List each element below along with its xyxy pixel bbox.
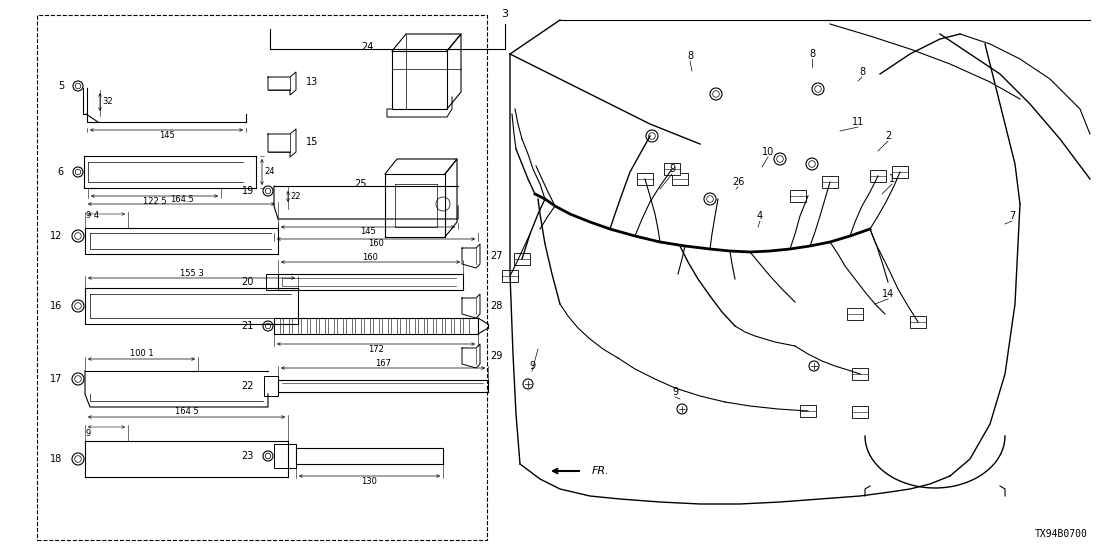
Bar (373, 318, 379, 334)
Text: 8: 8 (859, 67, 865, 77)
Bar (37, 15, 488, 540)
Bar (310, 318, 316, 334)
Text: 130: 130 (361, 476, 378, 485)
Bar (437, 318, 442, 334)
Text: TX94B0700: TX94B0700 (1035, 529, 1088, 539)
Bar (514, 253, 530, 265)
Bar (427, 318, 433, 334)
Bar (264, 376, 278, 396)
Text: 22: 22 (242, 381, 254, 391)
Bar (454, 318, 460, 334)
Bar (365, 318, 370, 334)
Bar (637, 173, 653, 185)
Bar (847, 308, 863, 320)
Bar (319, 318, 325, 334)
Text: 160: 160 (368, 239, 384, 249)
Text: 160: 160 (362, 253, 379, 261)
Bar (283, 318, 289, 334)
Bar (852, 368, 868, 380)
Bar (910, 316, 926, 328)
Text: 7: 7 (1009, 211, 1015, 221)
Bar (266, 274, 278, 290)
Text: 6: 6 (58, 167, 64, 177)
Text: 13: 13 (306, 77, 318, 87)
Text: 26: 26 (731, 177, 745, 187)
Text: 28: 28 (490, 301, 502, 311)
Text: 22: 22 (290, 192, 301, 201)
Bar (337, 318, 343, 334)
Text: 1: 1 (889, 174, 895, 184)
Text: 27: 27 (490, 251, 503, 261)
Bar (400, 318, 406, 334)
Bar (382, 318, 388, 334)
Bar (870, 170, 886, 182)
Text: 164 5: 164 5 (175, 408, 198, 417)
Text: 8: 8 (687, 51, 694, 61)
Bar (664, 163, 680, 175)
Bar (671, 173, 688, 185)
Text: 15: 15 (306, 137, 318, 147)
Bar (293, 318, 298, 334)
Text: 9: 9 (671, 387, 678, 397)
Text: 25: 25 (355, 179, 367, 189)
Text: 3: 3 (502, 9, 509, 19)
Text: 122 5: 122 5 (143, 197, 166, 206)
Text: 5: 5 (58, 81, 64, 91)
Bar (790, 190, 806, 202)
Bar (355, 318, 361, 334)
Text: 24: 24 (361, 42, 375, 52)
Text: 21: 21 (242, 321, 254, 331)
Bar (822, 176, 838, 188)
Bar (445, 318, 451, 334)
Text: 29: 29 (490, 351, 502, 361)
Text: FR.: FR. (592, 466, 609, 476)
Text: 8: 8 (809, 49, 815, 59)
Text: 172: 172 (368, 345, 384, 353)
Bar (852, 406, 868, 418)
Text: 2: 2 (885, 131, 891, 141)
Text: 18: 18 (50, 454, 62, 464)
Bar (800, 405, 815, 417)
Bar (301, 318, 307, 334)
Text: 9: 9 (86, 429, 91, 439)
Bar (391, 318, 397, 334)
Text: 9: 9 (669, 164, 675, 174)
Bar (502, 270, 519, 282)
Bar (892, 166, 907, 178)
Text: 10: 10 (762, 147, 774, 157)
Bar (274, 318, 280, 334)
Text: 4: 4 (757, 211, 763, 221)
Text: 167: 167 (375, 358, 391, 367)
Text: 164.5: 164.5 (170, 194, 194, 203)
Text: 23: 23 (242, 451, 254, 461)
Bar (463, 318, 469, 334)
Bar (409, 318, 416, 334)
Text: 145: 145 (158, 131, 174, 140)
Text: 17: 17 (50, 374, 62, 384)
Text: 32: 32 (103, 98, 113, 106)
Text: 11: 11 (852, 117, 864, 127)
Text: 19: 19 (242, 186, 254, 196)
Text: 14: 14 (882, 289, 894, 299)
Text: 16: 16 (50, 301, 62, 311)
Text: 9 4: 9 4 (86, 212, 99, 220)
Text: 100 1: 100 1 (130, 350, 153, 358)
Text: 155 3: 155 3 (179, 269, 204, 278)
Text: 145: 145 (360, 228, 376, 237)
Bar (328, 318, 334, 334)
Text: 24: 24 (265, 167, 275, 177)
Bar (346, 318, 352, 334)
Text: 9: 9 (529, 361, 535, 371)
Text: 12: 12 (50, 231, 62, 241)
Text: 20: 20 (242, 277, 254, 287)
Bar (274, 444, 296, 468)
Bar (418, 318, 424, 334)
